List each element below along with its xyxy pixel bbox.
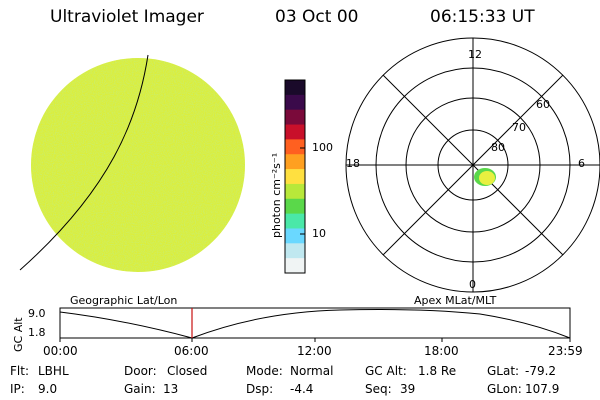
altitude-curve [59, 309, 571, 339]
door-value: Closed [167, 364, 208, 378]
ip-value: 9.0 [38, 382, 58, 396]
gain-value: 13 [163, 382, 179, 396]
polar-ring-80: 80 [491, 141, 505, 154]
gcalt-key: GC Alt: [365, 364, 407, 378]
orbit-ytick-low: 1.8 [28, 326, 46, 339]
polar-label-12: 12 [468, 48, 482, 61]
polar-label-18: 18 [346, 157, 360, 170]
seq-value: 39 [400, 382, 416, 396]
gcalt-value: 1.8 Re [418, 364, 457, 378]
polar-ring-60: 60 [536, 98, 550, 111]
colorbar-band [285, 80, 305, 96]
polar-label-0: 0 [469, 278, 476, 291]
door-key: Door: [124, 364, 157, 378]
colorbar-tick-10: 10 [312, 227, 326, 240]
colorbar-band [285, 109, 305, 126]
mode-value: Normal [290, 364, 334, 378]
orbit-xtick-2359: 23:59 [548, 344, 583, 358]
colorbar-band [285, 169, 305, 185]
glat-key: GLat: [487, 364, 520, 378]
glat-value: -79.2 [525, 364, 557, 378]
ip-key: IP: [10, 382, 25, 396]
flt-key: Flt: [10, 364, 29, 378]
orbit-xtick-1200: 12:00 [297, 344, 332, 358]
terminator-line [19, 54, 149, 271]
dsp-value: -4.4 [290, 382, 314, 396]
colorbar-band [285, 94, 305, 111]
orbit-ytick-high: 9.0 [28, 307, 46, 320]
observation-date: 03 Oct 00 [275, 7, 359, 27]
seq-key: Seq: [365, 382, 392, 396]
colorbar-band [285, 139, 305, 155]
orbit-left-label: Geographic Lat/Lon [70, 294, 178, 307]
colorbar-band [285, 243, 305, 259]
flt-value: LBHL [38, 364, 69, 378]
mode-key: Mode: [246, 364, 283, 378]
glon-key: GLon: [487, 382, 522, 396]
orbit-xtick-1800: 18:00 [424, 344, 459, 358]
colorbar-band [285, 258, 305, 274]
orbit-right-label: Apex MLat/MLT [414, 294, 497, 307]
polar-ring-70: 70 [512, 121, 526, 134]
observation-time: 06:15:33 UT [430, 7, 535, 27]
orbit-xtick-0000: 00:00 [43, 344, 78, 358]
colorbar-tick-100: 100 [312, 141, 333, 154]
colorbar-band [285, 154, 305, 170]
colorbar-band [285, 228, 305, 244]
orbit-xtick-0600: 06:00 [174, 344, 209, 358]
polar-label-6: 6 [578, 157, 585, 170]
colorbar-band [285, 213, 305, 230]
colorbar-band [285, 198, 305, 215]
instrument-title: Ultraviolet Imager [50, 7, 204, 27]
dsp-key: Dsp: [246, 382, 274, 396]
glon-value: 107.9 [525, 382, 560, 396]
gain-key: Gain: [124, 382, 156, 396]
colorbar-band [285, 124, 305, 140]
colorbar-band [285, 183, 305, 200]
